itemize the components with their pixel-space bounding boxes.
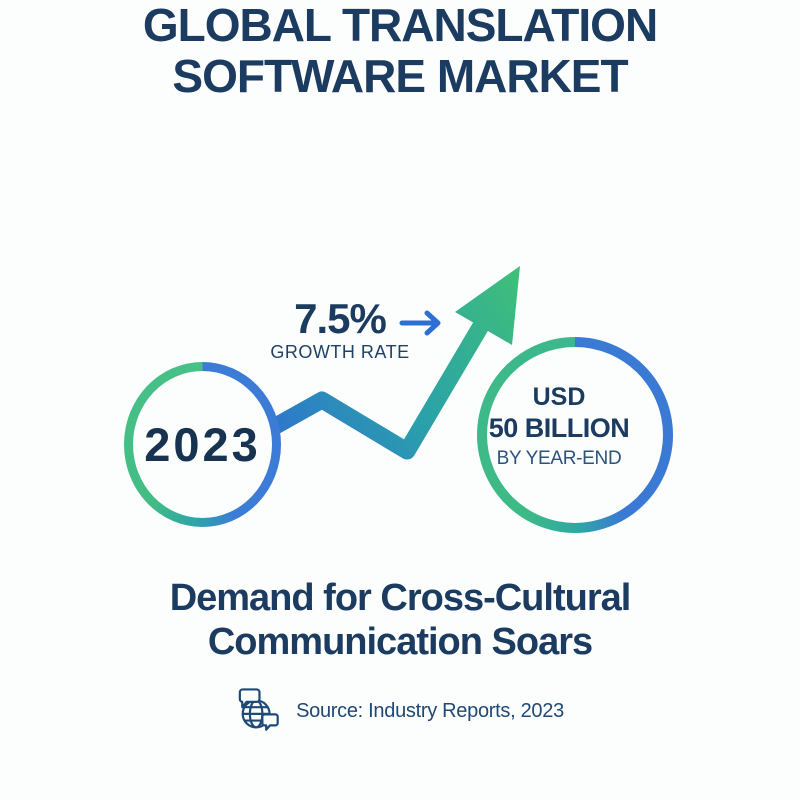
globe-chat-icon (238, 688, 279, 731)
currency-text: USD (532, 383, 586, 411)
chat-bubble-top-icon (238, 688, 261, 709)
title-line-1: GLOBAL TRANSLATION (142, 0, 658, 51)
amount-text: 50 BILLION (488, 413, 630, 443)
trend-arrow-head (455, 266, 520, 345)
source-row: Source: Industry Reports, 2023 (0, 686, 800, 736)
subtitle-line-1: Demand for Cross-Cultural (169, 577, 632, 619)
right-arrow-icon (399, 310, 441, 336)
trend-arrow-shaft (251, 309, 496, 460)
chat-bubble-bottom-icon (261, 713, 279, 731)
growth-rate-value: 7.5% (294, 295, 387, 342)
year-text: 2023 (144, 418, 261, 471)
year-circle: 2023 (124, 362, 281, 527)
value-circle: USD 50 BILLION BY YEAR-END (477, 337, 673, 533)
value-circle-text: USD 50 BILLION BY YEAR-END (489, 382, 630, 472)
source-text: Source: Industry Reports, 2023 (296, 699, 564, 722)
page-title: GLOBAL TRANSLATION SOFTWARE MARKET (0, 0, 800, 102)
subtitle-line-2: Communication Soars (207, 621, 593, 663)
timeframe-text: BY YEAR-END (496, 448, 622, 469)
subtitle: Demand for Cross-Cultural Communication … (0, 576, 800, 664)
growth-rate-label: GROWTH RATE (270, 342, 410, 362)
title-line-2: SOFTWARE MARKET (172, 50, 628, 102)
